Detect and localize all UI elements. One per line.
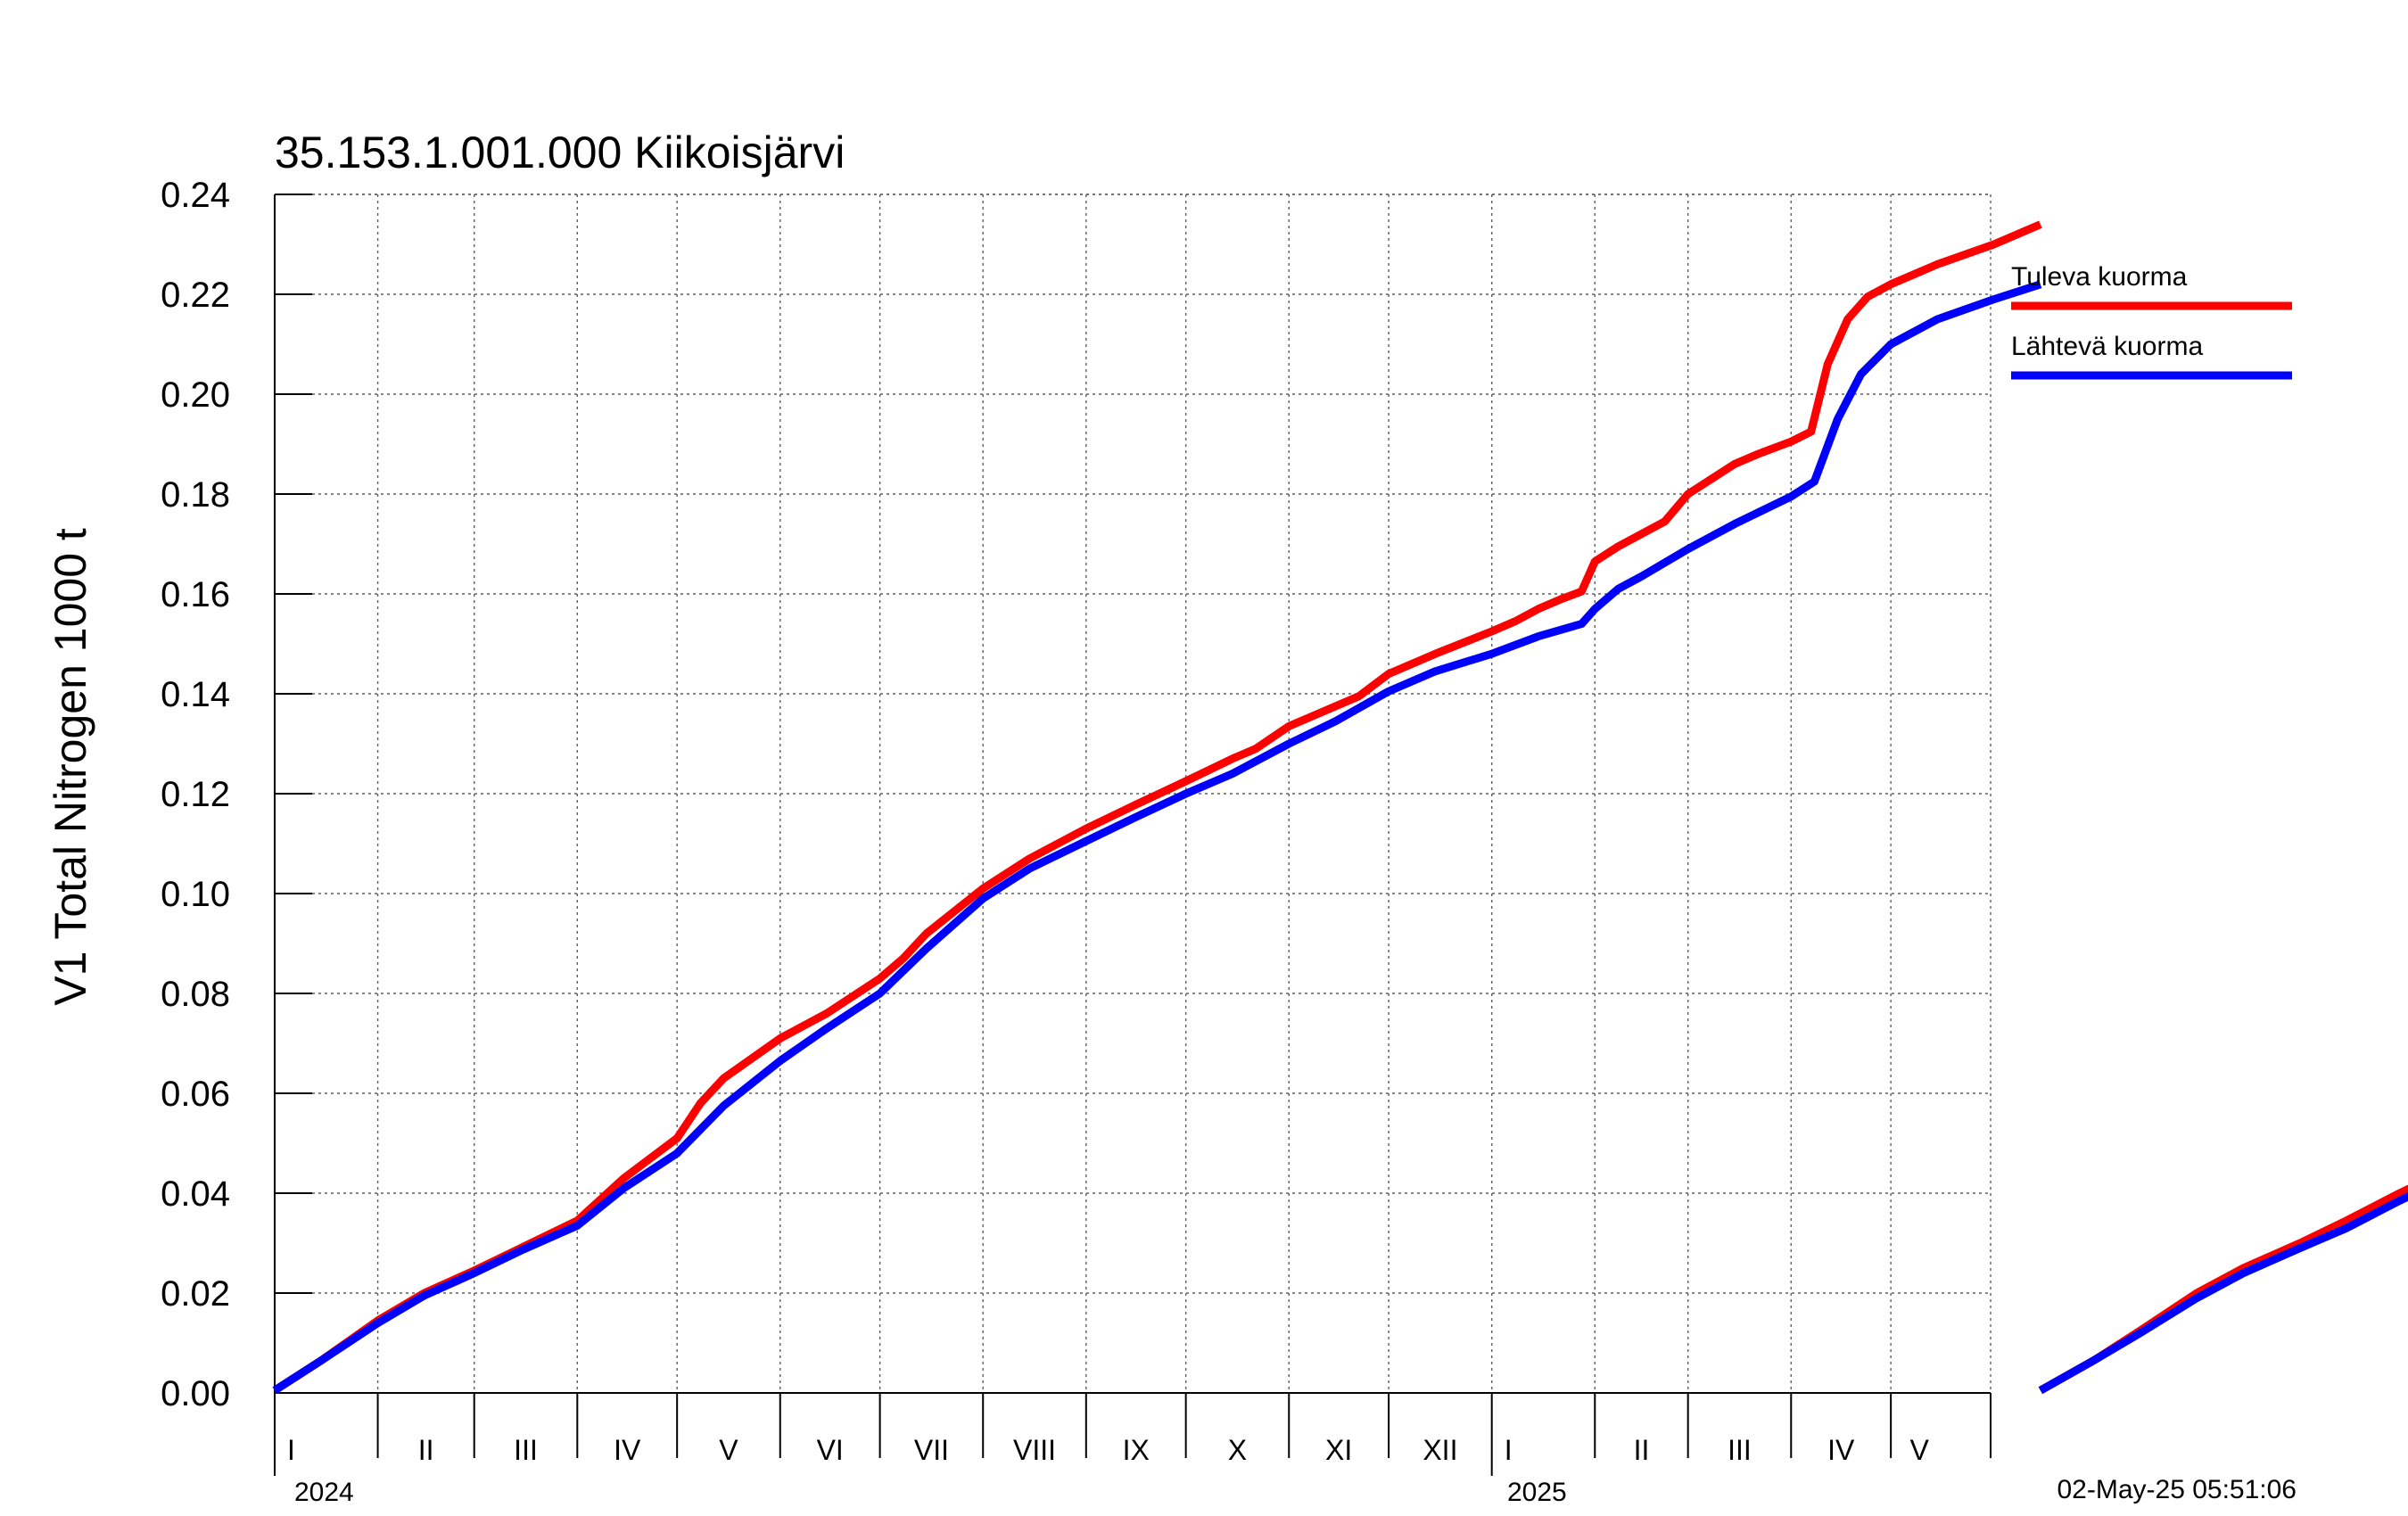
month-label: III xyxy=(1728,1434,1752,1466)
legend-label-lahteva: Lähtevä kuorma xyxy=(2011,332,2203,361)
y-tick-label: 0.02 xyxy=(161,1274,230,1314)
month-label: V xyxy=(719,1434,738,1466)
y-tick-labels: 0.00 0.02 0.04 0.06 0.08 0.10 0.12 0.14 0.16 0.18… xyxy=(161,176,230,1413)
month-label: III xyxy=(514,1434,538,1466)
y-tick-label: 0.06 xyxy=(161,1075,230,1114)
legend: Tuleva kuorma Lähtevä kuorma xyxy=(2011,262,2292,380)
y-tick-label: 0.10 xyxy=(161,875,230,914)
x-tick-labels: I II III IV V VI VII VIII IX X XI XII I II III IV V xyxy=(287,1434,1929,1466)
month-label: VII xyxy=(914,1434,949,1466)
month-label: IV xyxy=(1827,1434,1855,1466)
month-label: X xyxy=(1228,1434,1247,1466)
month-label: VI xyxy=(817,1434,844,1466)
month-label: XII xyxy=(1423,1434,1457,1466)
month-label: IV xyxy=(614,1434,641,1466)
month-label: II xyxy=(418,1434,434,1466)
grid xyxy=(275,194,1992,1394)
y-tick-label: 0.14 xyxy=(161,675,230,714)
series-line-lahteva-0 xyxy=(272,280,2042,1394)
y-tick-label: 0.24 xyxy=(161,176,230,215)
y-tick-label: 0.12 xyxy=(161,775,230,814)
year-label-2024: 2024 xyxy=(294,1478,354,1507)
y-tick-label: 0.16 xyxy=(161,575,230,614)
y-tick-label: 0.18 xyxy=(161,475,230,515)
month-label: IX xyxy=(1123,1434,1150,1466)
month-label: VIII xyxy=(1013,1434,1056,1466)
month-label: V xyxy=(1909,1434,1929,1466)
month-label: II xyxy=(1634,1434,1650,1466)
y-tick-label: 0.08 xyxy=(161,975,230,1014)
y-tick-label: 0.04 xyxy=(161,1174,230,1214)
timestamp: 02-May-25 05:51:06 xyxy=(2057,1475,2297,1504)
series-line-tuleva-1 xyxy=(2038,1184,2408,1395)
axes xyxy=(274,194,1992,1476)
year-label-2025: 2025 xyxy=(1507,1478,1567,1507)
month-label: I xyxy=(287,1434,295,1466)
series-line-lahteva-1 xyxy=(2038,1191,2408,1395)
legend-label-tuleva: Tuleva kuorma xyxy=(2011,262,2188,292)
month-label: XI xyxy=(1325,1434,1352,1466)
chart-title: 35.153.1.001.000 Kiikoisjärvi xyxy=(275,128,845,177)
series-line-tuleva-0 xyxy=(272,220,2042,1394)
y-tick-label: 0.22 xyxy=(161,276,230,315)
month-label: I xyxy=(1505,1434,1513,1466)
y-tick-label: 0.20 xyxy=(161,375,230,415)
y-axis-label: V1 Total Nitrogen 1000 t xyxy=(45,528,95,1006)
y-tick-label: 0.00 xyxy=(161,1374,230,1413)
series-lines xyxy=(272,220,2408,1395)
